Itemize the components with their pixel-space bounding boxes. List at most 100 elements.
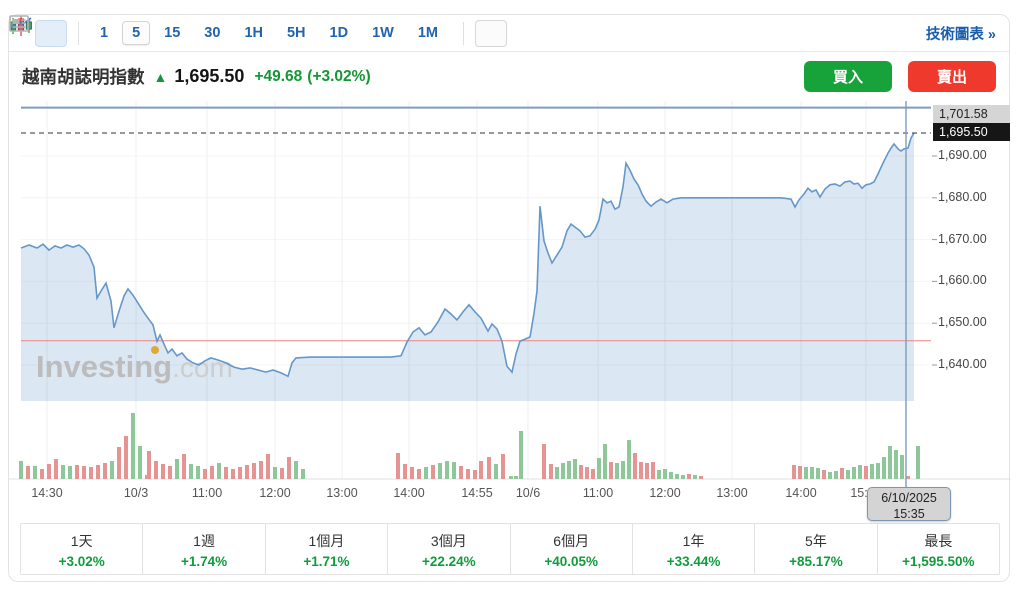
volume-bar bbox=[445, 461, 449, 479]
volume-bar bbox=[245, 465, 249, 479]
interval-1[interactable]: 1 bbox=[90, 21, 118, 45]
interval-5[interactable]: 5 bbox=[122, 21, 151, 45]
volume-bar bbox=[846, 470, 850, 479]
tech-chart-link[interactable]: 技術圖表 » bbox=[925, 26, 996, 43]
news-panel-icon[interactable] bbox=[9, 15, 507, 47]
volume-bar bbox=[26, 466, 30, 479]
sell-button[interactable]: 賣出 bbox=[908, 61, 996, 92]
perf-value: +33.44% bbox=[666, 554, 721, 569]
volume-bar bbox=[555, 467, 559, 479]
perf-cell-1y: 1年 +33.44% bbox=[631, 524, 754, 574]
volume-bar bbox=[591, 469, 595, 479]
volume-bar bbox=[117, 447, 121, 479]
volume-bar bbox=[466, 469, 470, 479]
volume-bar bbox=[124, 436, 128, 479]
y-axis-label: 1,640.00 bbox=[938, 357, 987, 371]
volume-bars bbox=[19, 413, 920, 479]
volume-bar bbox=[894, 450, 898, 479]
volume-bar bbox=[403, 464, 407, 479]
volume-bar bbox=[224, 467, 228, 479]
volume-bar bbox=[615, 463, 619, 479]
volume-bar bbox=[231, 469, 235, 479]
volume-bar bbox=[882, 457, 886, 479]
perf-cell-6m: 6個月 +40.05% bbox=[509, 524, 632, 574]
volume-bar bbox=[804, 467, 808, 479]
price-chart-plot[interactable]: Investing.com bbox=[9, 101, 1011, 493]
buy-button[interactable]: 買入 bbox=[804, 61, 892, 92]
volume-bar bbox=[603, 444, 607, 479]
y-axis-tick-marks bbox=[932, 155, 937, 366]
volume-bar bbox=[417, 469, 421, 479]
y-axis-label: 1,660.00 bbox=[938, 273, 987, 288]
perf-cell-1w: 1週 +1.74% bbox=[142, 524, 264, 574]
x-axis-label: 14:30 bbox=[31, 486, 63, 500]
volume-bar bbox=[864, 466, 868, 479]
volume-bar bbox=[840, 468, 844, 479]
volume-bar bbox=[687, 474, 691, 479]
interval-30[interactable]: 30 bbox=[194, 21, 230, 45]
volume-bar bbox=[822, 470, 826, 479]
perf-cell-1m: 1個月 +1.71% bbox=[264, 524, 387, 574]
interval-15[interactable]: 15 bbox=[154, 21, 190, 45]
volume-bar bbox=[438, 463, 442, 479]
crosshair bbox=[21, 101, 931, 490]
chart-area: Investing.com 1,701.58 1,695.50 1,690.00… bbox=[9, 101, 1011, 493]
price-change: +49.68 bbox=[254, 67, 303, 85]
volume-bar bbox=[287, 457, 291, 479]
volume-bar bbox=[669, 472, 673, 479]
volume-bar bbox=[487, 457, 491, 479]
x-axis-label: 11:00 bbox=[191, 486, 223, 500]
y-axis-label: 1,670.00 bbox=[938, 231, 987, 246]
perf-label: 1週 bbox=[193, 533, 215, 549]
volume-bar bbox=[810, 467, 814, 479]
volume-bar bbox=[217, 463, 221, 479]
volume-bar bbox=[238, 467, 242, 479]
volume-bar bbox=[916, 446, 920, 479]
investing-watermark: Investing.com bbox=[36, 346, 233, 384]
interval-5h[interactable]: 5H bbox=[277, 21, 316, 45]
volume-bar bbox=[196, 466, 200, 479]
interval-1m[interactable]: 1M bbox=[408, 21, 448, 45]
volume-bar bbox=[54, 459, 58, 479]
volume-bar bbox=[154, 461, 158, 479]
volume-bar bbox=[681, 475, 685, 479]
volume-bar bbox=[798, 466, 802, 479]
up-arrow-icon: ▲ bbox=[153, 68, 168, 85]
x-axis-label: 11:00 bbox=[582, 486, 614, 500]
x-axis-label: 14:55 bbox=[461, 486, 493, 500]
volume-bar bbox=[585, 467, 589, 479]
volume-bar bbox=[266, 454, 270, 479]
volume-bar bbox=[639, 462, 643, 479]
volume-bar bbox=[870, 464, 874, 479]
perf-label: 1天 bbox=[70, 533, 93, 549]
interval-1w[interactable]: 1W bbox=[362, 21, 404, 45]
volume-bar bbox=[501, 454, 505, 479]
volume-bar bbox=[33, 466, 37, 479]
volume-bar bbox=[792, 465, 796, 479]
interval-1h[interactable]: 1H bbox=[234, 21, 273, 45]
line-chart-icon[interactable] bbox=[10, 17, 67, 47]
volume-bar bbox=[147, 451, 151, 479]
volume-bar bbox=[514, 476, 518, 479]
perf-value: +1.74% bbox=[180, 554, 228, 569]
x-axis-label: 14:00 bbox=[393, 486, 425, 500]
price-change-percent: (+3.02%) bbox=[307, 67, 371, 85]
perf-cell-3m: 3個月 +22.24% bbox=[387, 524, 509, 574]
interval-1d[interactable]: 1D bbox=[320, 21, 359, 45]
perf-value: +85.17% bbox=[789, 554, 843, 569]
volume-bar bbox=[828, 472, 832, 479]
volume-bar bbox=[597, 458, 601, 479]
toolbar-divider bbox=[78, 21, 79, 45]
price-line bbox=[20, 132, 915, 378]
perf-value: +40.05% bbox=[544, 554, 599, 569]
instrument-name: 越南胡誌明指數 bbox=[22, 67, 145, 87]
chart-toolbar: 1 5 15 30 1H 5H 1D 1W 1M 技術圖表 » bbox=[9, 15, 1009, 52]
perf-label: 最長 bbox=[924, 533, 953, 549]
volume-bar bbox=[573, 459, 577, 479]
volume-bar bbox=[876, 463, 880, 479]
volume-bar bbox=[816, 468, 820, 479]
volume-bar bbox=[61, 465, 65, 479]
x-axis-label: 13:00 bbox=[326, 486, 358, 500]
volume-bar bbox=[301, 469, 305, 479]
volume-bar bbox=[410, 467, 414, 479]
